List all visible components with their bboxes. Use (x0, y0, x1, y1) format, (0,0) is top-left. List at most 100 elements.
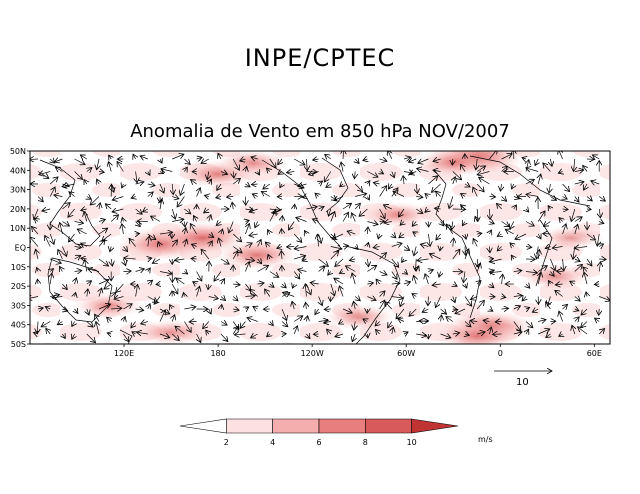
wind-vector-431 (135, 269, 145, 272)
wind-vectors (30, 151, 610, 343)
wind-vector-234 (599, 208, 600, 218)
wind-vector-223 (461, 205, 466, 209)
wind-vector-146 (90, 196, 100, 206)
wind-vector-215 (359, 208, 368, 216)
wind-vector-679 (294, 326, 297, 335)
wind-vector-338 (148, 236, 150, 247)
wind-vector-480 (156, 284, 160, 285)
wind-vector-697 (513, 332, 522, 334)
lat-label: 20S (11, 282, 26, 291)
wind-vector-479 (148, 280, 153, 284)
wind-vector-13 (197, 157, 203, 159)
wind-vector-590 (353, 301, 355, 310)
wind-vector-517 (30, 297, 39, 299)
wind-vector-120 (354, 183, 362, 192)
wind-vector-682 (327, 329, 331, 334)
wind-vector-612 (41, 321, 51, 327)
wind-vector-252 (245, 220, 249, 221)
wind-vector-490 (282, 284, 286, 288)
lon-label: 180 (210, 349, 225, 358)
wind-vector-408 (417, 259, 429, 261)
wind-vector-615 (86, 321, 93, 328)
wind-vector-362 (440, 247, 441, 251)
wind-vector-340 (171, 240, 177, 247)
wind-vector-410 (452, 249, 460, 260)
wind-vector-435 (184, 272, 187, 275)
wind-vector-385 (148, 258, 152, 259)
wind-vector-286 (77, 229, 87, 235)
wind-vector-90 (558, 172, 562, 174)
wind-vector-40 (522, 158, 526, 159)
wind-vector-702 (572, 325, 575, 335)
colorbar-level-label: 2 (224, 438, 229, 447)
wind-vector-276 (537, 211, 545, 222)
wind-vector-563 (599, 296, 610, 301)
wind-vector-130 (476, 183, 484, 192)
wind-vector-640 (388, 321, 392, 328)
wind-vector-253 (255, 221, 258, 228)
wind-vector-335 (110, 247, 111, 252)
wind-vector-128 (453, 177, 456, 185)
wind-vector-53 (109, 162, 112, 172)
wind-vector-106 (180, 183, 184, 195)
wind-vector-695 (489, 327, 491, 335)
wind-vector-232 (571, 208, 575, 222)
wind-vector-139 (584, 183, 588, 190)
wind-vector-621 (159, 310, 165, 322)
wind-vector-33 (433, 159, 441, 161)
wind-vector-214 (355, 203, 360, 210)
wind-vector-482 (176, 278, 185, 285)
wind-vector-414 (490, 259, 502, 262)
wind-vector-452 (391, 271, 397, 280)
wind-vector-329 (30, 237, 39, 247)
wind-vector-101 (122, 184, 124, 188)
wind-vector-225 (489, 208, 490, 220)
wind-vector-240 (98, 219, 105, 221)
wind-vector-290 (136, 234, 140, 235)
wind-vector-88 (526, 168, 539, 172)
wind-vector-562 (586, 292, 587, 297)
wind-vector-453 (404, 272, 408, 275)
wind-vector-603 (513, 306, 521, 309)
wind-vector-547 (400, 296, 404, 307)
wind-vector-432 (148, 268, 151, 272)
wind-vector-576 (184, 307, 196, 309)
wind-vector-160 (261, 191, 270, 197)
wind-vector-665 (123, 333, 128, 342)
wind-vector-63 (233, 171, 234, 179)
wind-vector-529 (184, 293, 185, 297)
wind-vector-595 (409, 308, 417, 316)
wind-vector-126 (428, 176, 438, 185)
wind-vector-685 (367, 334, 368, 338)
wind-vector-235 (34, 218, 38, 221)
wind-vector-49 (55, 167, 63, 171)
wind-vector-405 (391, 258, 399, 267)
wind-vector-502 (425, 274, 428, 285)
wind-vector-167 (355, 194, 367, 197)
lat-label: 50N (10, 147, 26, 156)
wind-vector-523 (111, 293, 116, 297)
wind-vector-497 (367, 283, 373, 284)
wind-vector-694 (477, 332, 485, 334)
wind-vector-333 (81, 243, 87, 246)
wind-vector-425 (60, 266, 63, 271)
wind-vector-281 (599, 222, 604, 224)
wind-vector-254 (269, 210, 276, 222)
latitude-axis: 50N 40N 30N 20N 10N EQ 10S 20S 30S 40S 50S (10, 147, 30, 349)
wind-vector-343 (209, 241, 213, 247)
wind-vector-78 (409, 172, 417, 175)
wind-vector-213 (342, 203, 352, 210)
wind-vector-422 (599, 259, 606, 260)
wind-vector-444 (293, 271, 300, 279)
wind-vector-76 (392, 171, 395, 178)
wind-vector-231 (562, 209, 569, 210)
wind-vector-671 (197, 333, 201, 343)
wind-vector-473 (75, 278, 77, 285)
wind-vector-102 (135, 182, 144, 184)
colorbar-segment-5 (411, 418, 459, 434)
wind-vector-242 (122, 218, 123, 222)
wind-vector-95 (49, 177, 58, 185)
wind-vector-110 (232, 178, 240, 185)
wind-vector-500 (403, 282, 411, 284)
wind-vector-581 (245, 307, 248, 309)
